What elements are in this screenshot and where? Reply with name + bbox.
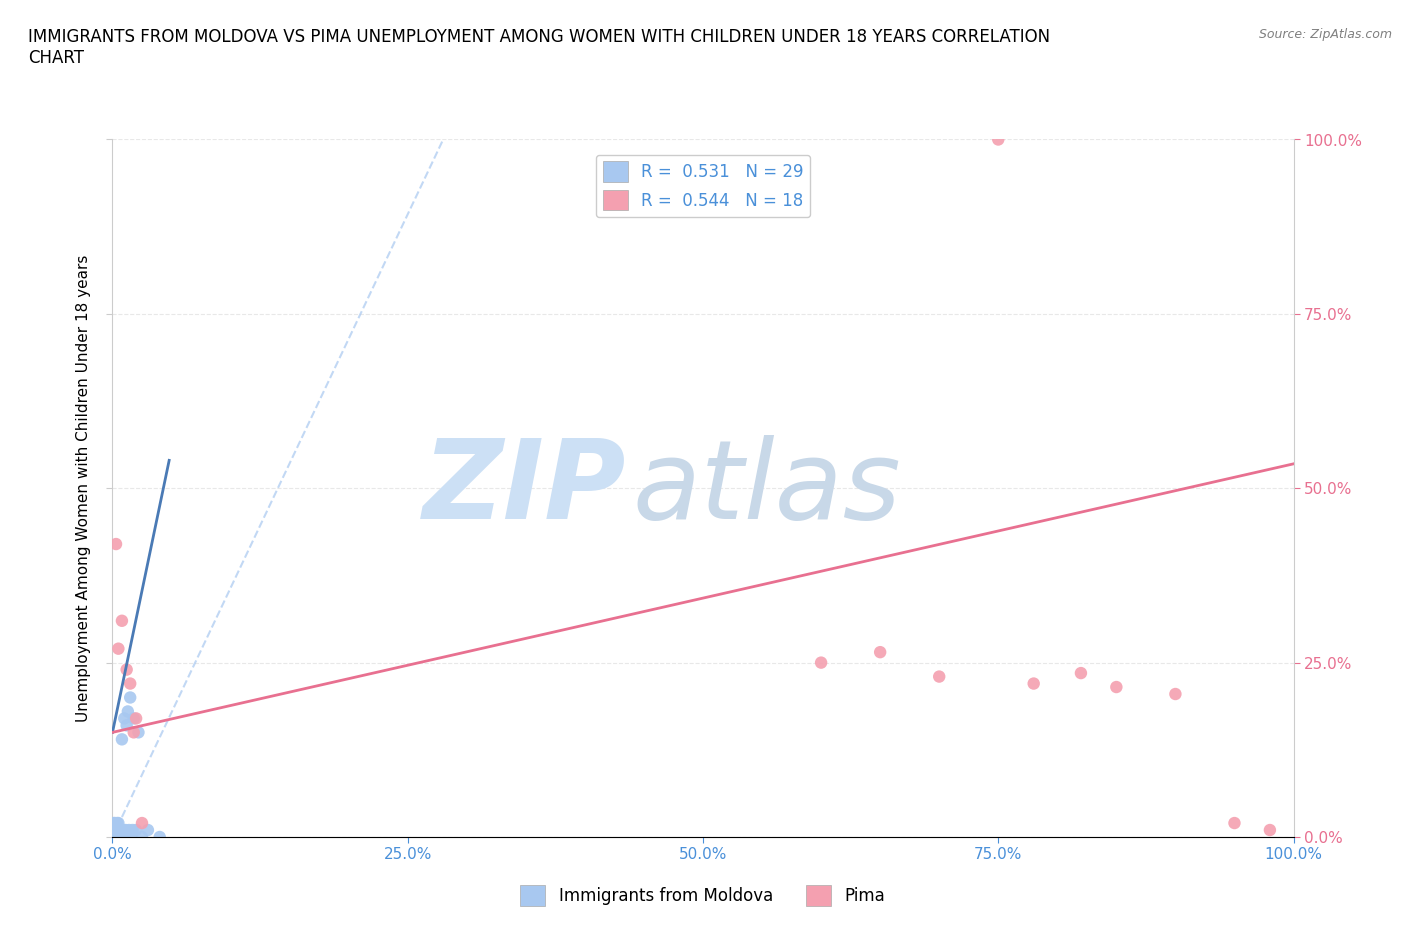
Point (105, 830, 128, 844)
Y-axis label: Unemployment Among Women with Children Under 18 years: Unemployment Among Women with Children U… (76, 255, 91, 722)
Point (108, 830, 131, 844)
Point (103, 816, 125, 830)
Point (112, 823, 135, 838)
Point (107, 642, 129, 657)
Point (112, 830, 135, 844)
Point (115, 718, 138, 733)
Point (928, 670, 950, 684)
Point (131, 830, 153, 844)
Point (111, 614, 134, 629)
Point (125, 711, 148, 725)
Point (121, 823, 143, 838)
Point (115, 662, 138, 677)
Point (869, 644, 891, 659)
Point (122, 725, 145, 740)
Point (987, 132, 1010, 147)
Text: IMMIGRANTS FROM MOLDOVA VS PIMA UNEMPLOYMENT AMONG WOMEN WITH CHILDREN UNDER 18 : IMMIGRANTS FROM MOLDOVA VS PIMA UNEMPLOY… (28, 28, 1050, 67)
Point (810, 656, 832, 671)
Point (105, 823, 128, 838)
Point (114, 823, 136, 838)
Point (118, 823, 141, 838)
Point (107, 816, 129, 830)
Point (120, 690, 142, 705)
Point (105, 830, 128, 844)
Point (122, 711, 145, 725)
Point (136, 823, 159, 838)
Point (127, 725, 149, 740)
Point (149, 830, 172, 844)
Point (105, 537, 128, 551)
Point (111, 732, 134, 747)
Point (104, 816, 127, 830)
Point (1105, 680, 1128, 695)
Point (112, 711, 135, 725)
Point (1223, 816, 1246, 830)
Legend: Immigrants from Moldova, Pima: Immigrants from Moldova, Pima (513, 879, 893, 912)
Point (120, 830, 142, 844)
Point (131, 816, 153, 830)
Text: Source: ZipAtlas.com: Source: ZipAtlas.com (1258, 28, 1392, 41)
Point (104, 823, 127, 838)
Point (117, 704, 139, 719)
Point (107, 823, 129, 838)
Point (111, 830, 134, 844)
Point (110, 823, 132, 838)
Legend: R =  0.531   N = 29, R =  0.544   N = 18: R = 0.531 N = 29, R = 0.544 N = 18 (596, 154, 810, 217)
Point (1070, 666, 1092, 681)
Point (1022, 676, 1045, 691)
Point (1258, 823, 1281, 838)
Point (120, 676, 142, 691)
Point (125, 823, 148, 838)
Point (105, 816, 128, 830)
Text: ZIP: ZIP (423, 434, 626, 542)
Point (1164, 686, 1187, 701)
Text: atlas: atlas (633, 434, 901, 542)
